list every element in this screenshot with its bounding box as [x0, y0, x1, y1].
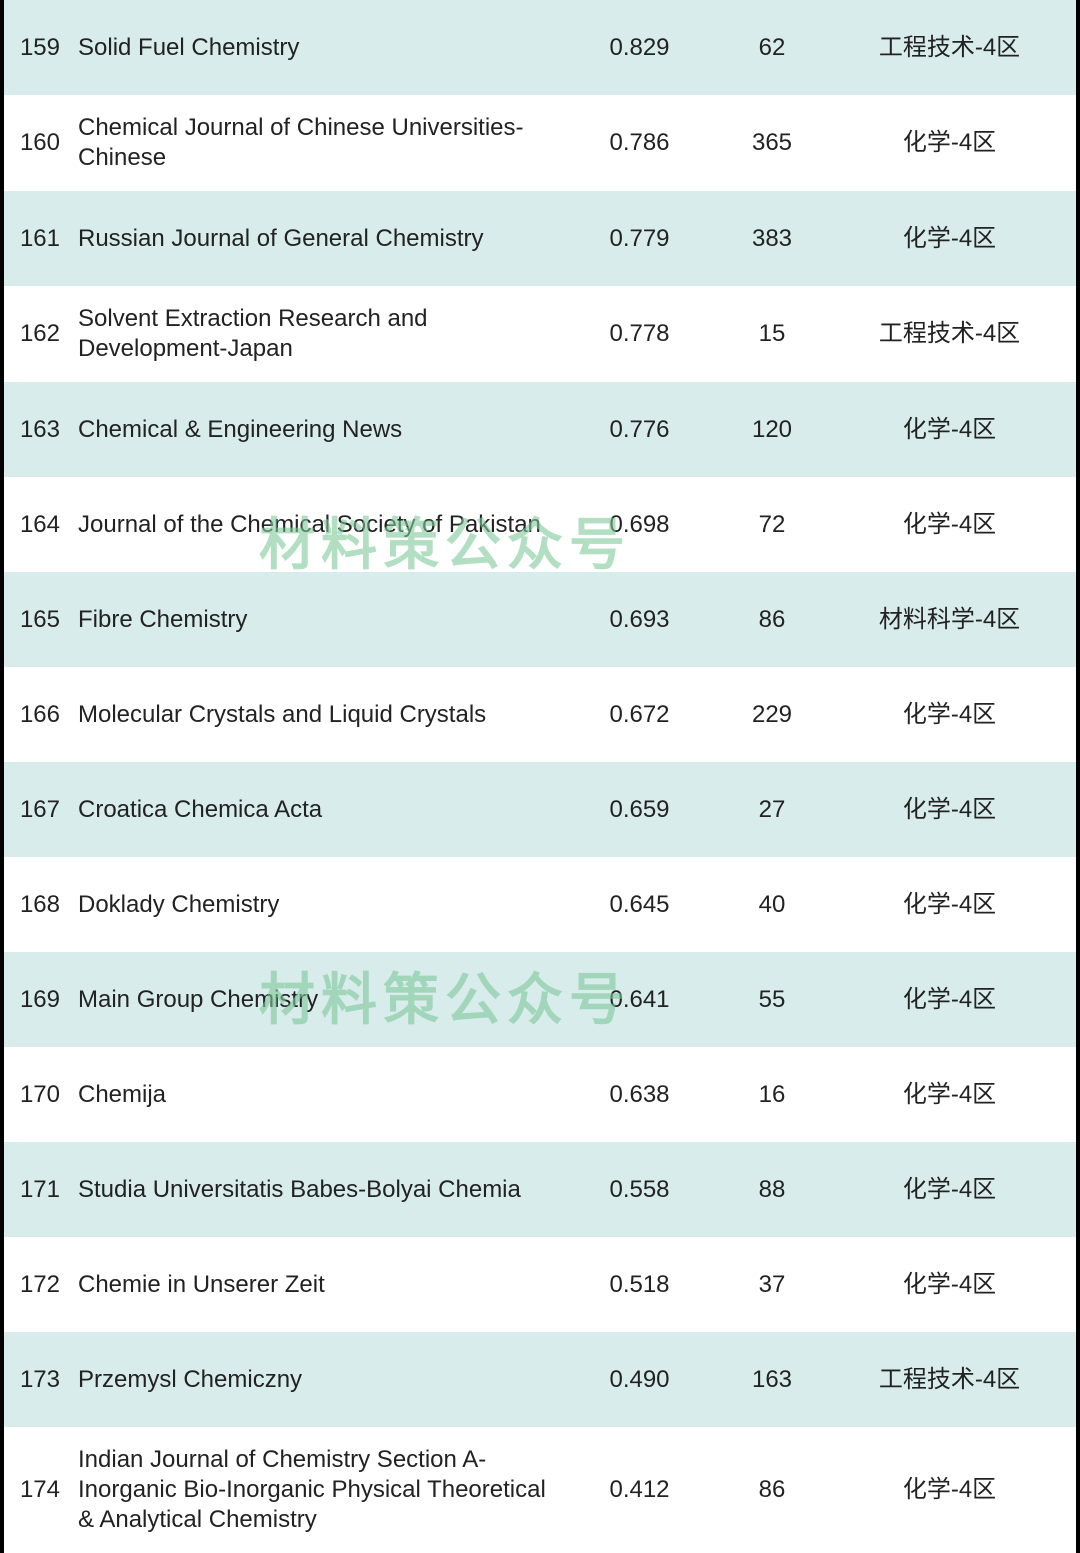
row-category: 材料科学-4区	[837, 605, 1062, 635]
row-title: Chemie in Unserer Zeit	[72, 1270, 572, 1300]
row-category: 工程技术-4区	[837, 1365, 1062, 1395]
row-count: 40	[707, 891, 837, 919]
row-index: 161	[14, 225, 72, 253]
row-count: 365	[707, 129, 837, 157]
row-index: 173	[14, 1366, 72, 1394]
row-count: 62	[707, 34, 837, 62]
row-title: Russian Journal of General Chemistry	[72, 224, 572, 254]
row-value: 0.490	[572, 1366, 707, 1394]
journal-table-page: 159Solid Fuel Chemistry0.82962工程技术-4区160…	[0, 0, 1080, 1553]
row-title: Solid Fuel Chemistry	[72, 33, 572, 63]
table-row: 164Journal of the Chemical Society of Pa…	[4, 477, 1076, 572]
row-count: 163	[707, 1366, 837, 1394]
row-count: 55	[707, 986, 837, 1014]
row-value: 0.786	[572, 129, 707, 157]
row-index: 165	[14, 606, 72, 634]
row-value: 0.412	[572, 1476, 707, 1504]
row-category: 化学-4区	[837, 700, 1062, 730]
row-value: 0.698	[572, 511, 707, 539]
row-index: 164	[14, 511, 72, 539]
table-row: 168Doklady Chemistry0.64540化学-4区	[4, 857, 1076, 952]
row-title: Indian Journal of Chemistry Section A-In…	[72, 1445, 572, 1535]
row-value: 0.776	[572, 416, 707, 444]
row-category: 化学-4区	[837, 128, 1062, 158]
journal-table: 159Solid Fuel Chemistry0.82962工程技术-4区160…	[4, 0, 1076, 1553]
row-title: Main Group Chemistry	[72, 985, 572, 1015]
row-value: 0.778	[572, 320, 707, 348]
table-row: 171Studia Universitatis Babes-Bolyai Che…	[4, 1142, 1076, 1237]
row-count: 15	[707, 320, 837, 348]
row-value: 0.779	[572, 225, 707, 253]
row-category: 化学-4区	[837, 510, 1062, 540]
row-category: 化学-4区	[837, 795, 1062, 825]
row-index: 162	[14, 320, 72, 348]
row-category: 工程技术-4区	[837, 319, 1062, 349]
row-category: 化学-4区	[837, 985, 1062, 1015]
row-count: 86	[707, 606, 837, 634]
row-index: 168	[14, 891, 72, 919]
row-index: 169	[14, 986, 72, 1014]
row-value: 0.641	[572, 986, 707, 1014]
row-index: 160	[14, 129, 72, 157]
row-count: 229	[707, 701, 837, 729]
row-index: 171	[14, 1176, 72, 1204]
row-title: Solvent Extraction Research and Developm…	[72, 304, 572, 364]
row-index: 163	[14, 416, 72, 444]
row-category: 化学-4区	[837, 1175, 1062, 1205]
row-value: 0.659	[572, 796, 707, 824]
row-title: Chemical Journal of Chinese Universities…	[72, 113, 572, 173]
table-row: 160Chemical Journal of Chinese Universit…	[4, 95, 1076, 191]
row-title: Chemija	[72, 1080, 572, 1110]
row-count: 88	[707, 1176, 837, 1204]
row-category: 化学-4区	[837, 1080, 1062, 1110]
row-title: Studia Universitatis Babes-Bolyai Chemia	[72, 1175, 572, 1205]
table-row: 163Chemical & Engineering News0.776120化学…	[4, 382, 1076, 477]
row-title: Przemysl Chemiczny	[72, 1365, 572, 1395]
table-row: 169Main Group Chemistry0.64155化学-4区	[4, 952, 1076, 1047]
row-value: 0.672	[572, 701, 707, 729]
table-row: 161Russian Journal of General Chemistry0…	[4, 191, 1076, 286]
table-row: 174Indian Journal of Chemistry Section A…	[4, 1427, 1076, 1553]
row-index: 172	[14, 1271, 72, 1299]
row-count: 37	[707, 1271, 837, 1299]
row-category: 化学-4区	[837, 415, 1062, 445]
row-value: 0.829	[572, 34, 707, 62]
row-index: 159	[14, 34, 72, 62]
table-row: 167Croatica Chemica Acta0.65927化学-4区	[4, 762, 1076, 857]
row-count: 120	[707, 416, 837, 444]
table-row: 170Chemija0.63816化学-4区	[4, 1047, 1076, 1142]
row-category: 化学-4区	[837, 1475, 1062, 1505]
row-title: Fibre Chemistry	[72, 605, 572, 635]
table-row: 162Solvent Extraction Research and Devel…	[4, 286, 1076, 382]
row-count: 86	[707, 1476, 837, 1504]
row-category: 化学-4区	[837, 890, 1062, 920]
row-count: 27	[707, 796, 837, 824]
table-row: 166Molecular Crystals and Liquid Crystal…	[4, 667, 1076, 762]
row-index: 174	[14, 1476, 72, 1504]
row-value: 0.518	[572, 1271, 707, 1299]
row-category: 工程技术-4区	[837, 33, 1062, 63]
row-title: Journal of the Chemical Society of Pakis…	[72, 510, 572, 540]
row-index: 166	[14, 701, 72, 729]
row-value: 0.638	[572, 1081, 707, 1109]
table-row: 165Fibre Chemistry0.69386材料科学-4区	[4, 572, 1076, 667]
row-count: 72	[707, 511, 837, 539]
row-count: 16	[707, 1081, 837, 1109]
table-row: 172Chemie in Unserer Zeit0.51837化学-4区	[4, 1237, 1076, 1332]
row-value: 0.558	[572, 1176, 707, 1204]
table-row: 173Przemysl Chemiczny0.490163工程技术-4区	[4, 1332, 1076, 1427]
row-value: 0.693	[572, 606, 707, 634]
row-value: 0.645	[572, 891, 707, 919]
row-category: 化学-4区	[837, 1270, 1062, 1300]
table-row: 159Solid Fuel Chemistry0.82962工程技术-4区	[4, 0, 1076, 95]
row-count: 383	[707, 225, 837, 253]
row-title: Doklady Chemistry	[72, 890, 572, 920]
row-index: 167	[14, 796, 72, 824]
row-index: 170	[14, 1081, 72, 1109]
row-title: Molecular Crystals and Liquid Crystals	[72, 700, 572, 730]
row-title: Croatica Chemica Acta	[72, 795, 572, 825]
row-category: 化学-4区	[837, 224, 1062, 254]
row-title: Chemical & Engineering News	[72, 415, 572, 445]
